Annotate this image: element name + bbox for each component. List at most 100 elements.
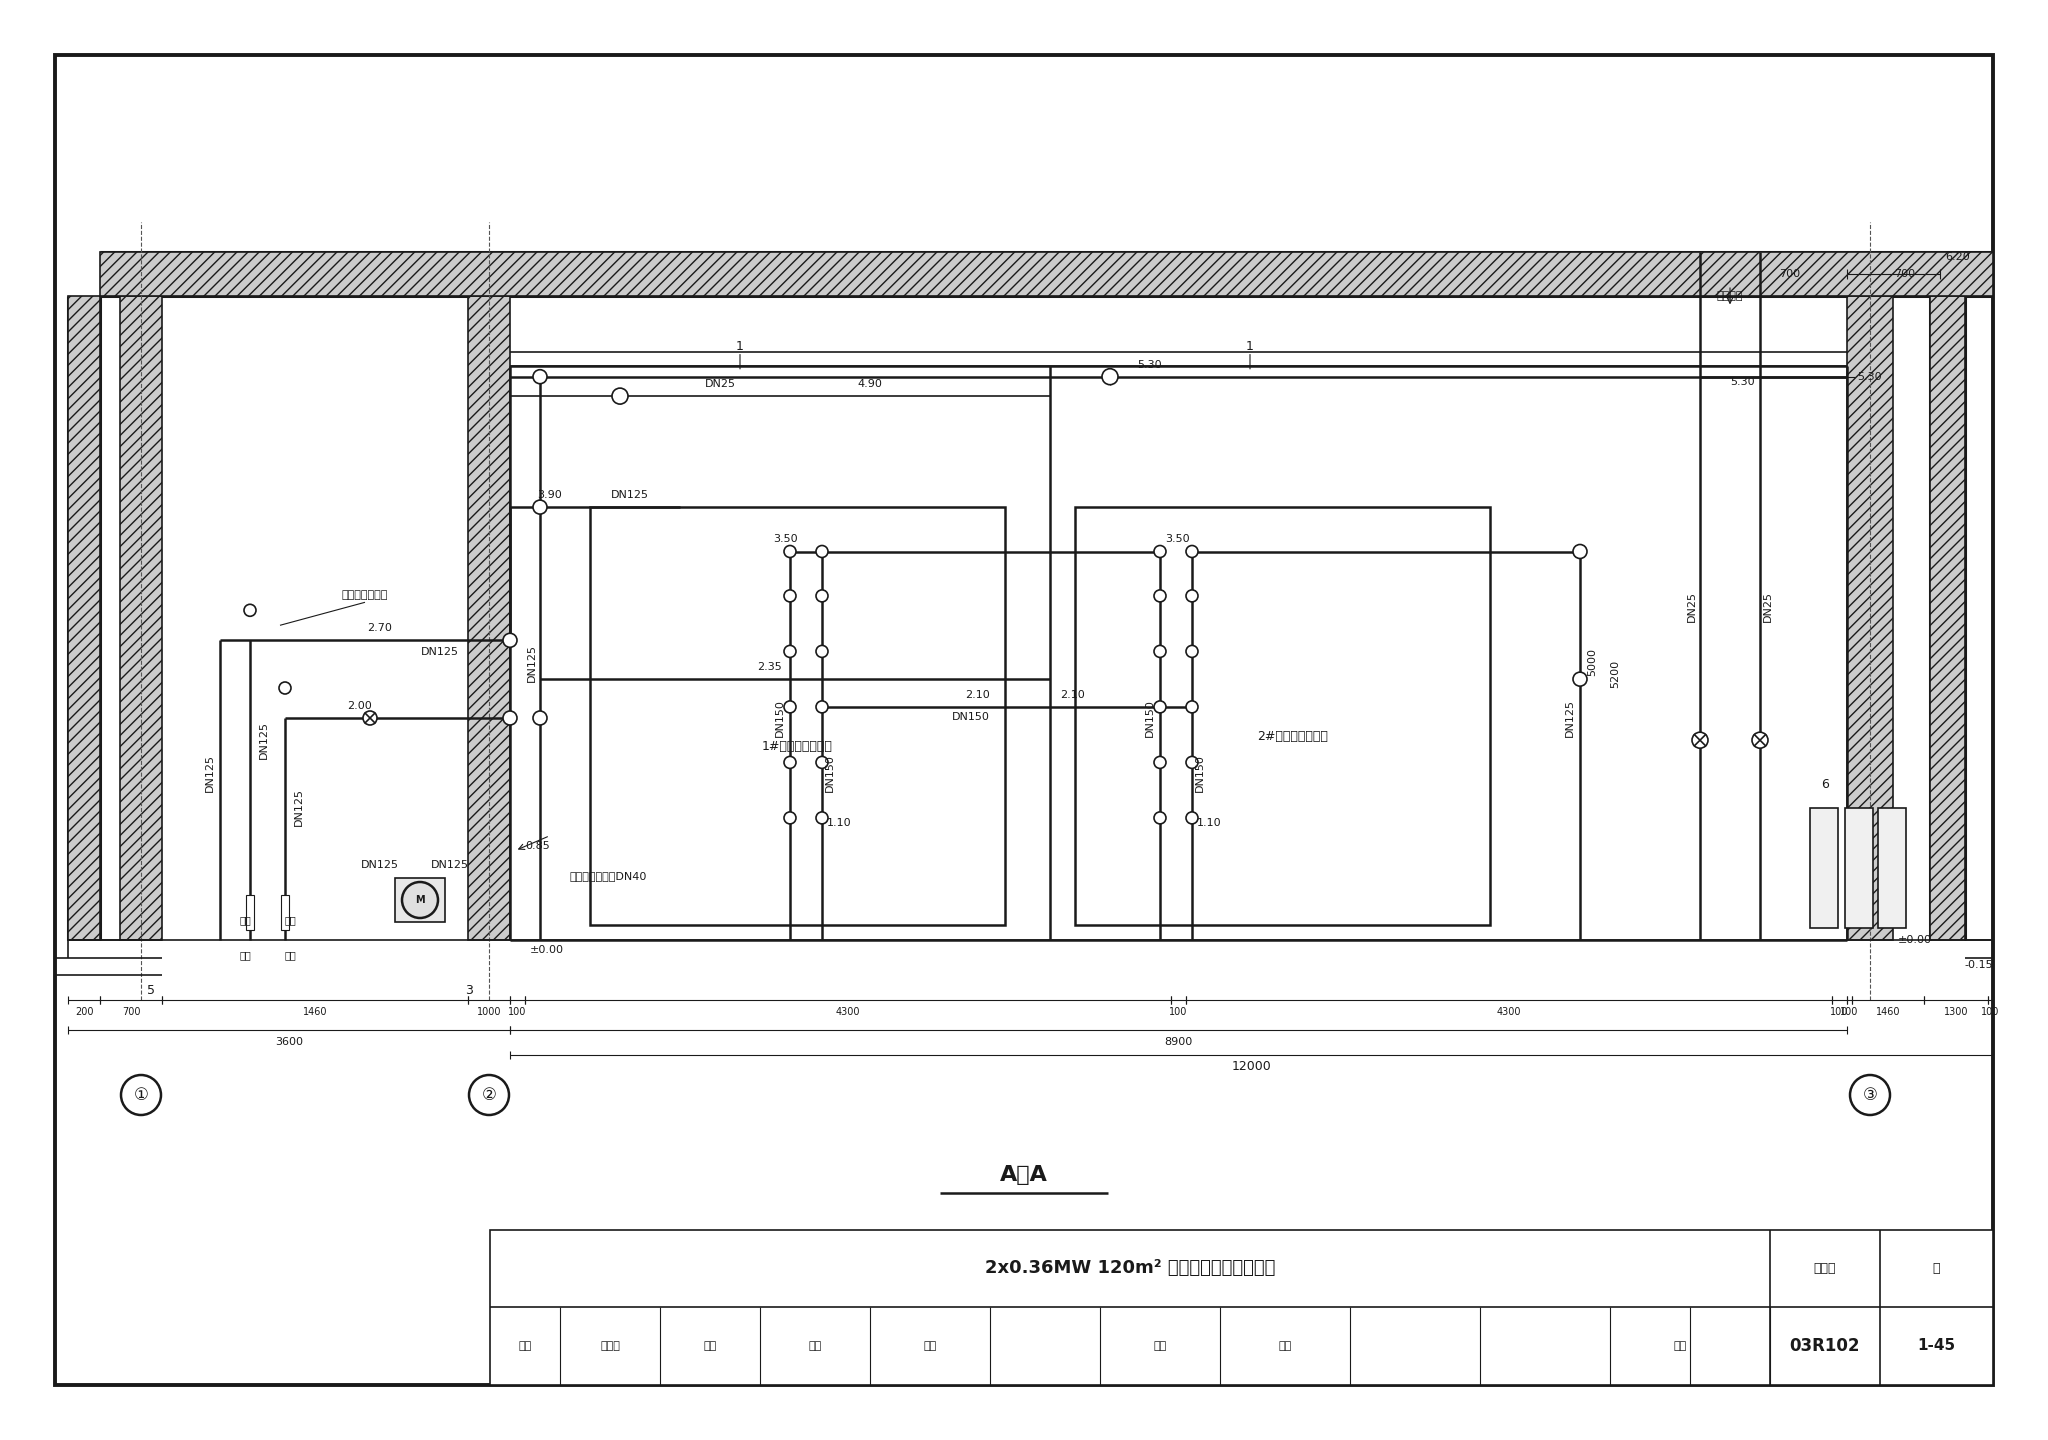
Text: 700: 700	[1894, 269, 1915, 279]
Text: 1: 1	[1245, 340, 1253, 353]
Bar	[68, 297, 100, 940]
Text: 审核: 审核	[518, 1341, 532, 1351]
Text: 校对: 校对	[809, 1341, 821, 1351]
Text: DN150: DN150	[825, 755, 836, 792]
Text: 1000: 1000	[477, 1007, 502, 1017]
Circle shape	[532, 370, 547, 383]
Circle shape	[784, 645, 797, 658]
Text: 3600: 3600	[274, 1037, 303, 1047]
Circle shape	[121, 1076, 162, 1115]
Text: 200: 200	[74, 1007, 94, 1017]
Text: 校对: 校对	[702, 1341, 717, 1351]
Circle shape	[815, 645, 827, 658]
Text: 4.90: 4.90	[858, 379, 883, 389]
Text: 3.50: 3.50	[1165, 534, 1190, 544]
Text: 由循环泵出口来: 由循环泵出口来	[342, 590, 389, 600]
Circle shape	[612, 389, 629, 405]
Text: 100: 100	[1169, 1007, 1188, 1017]
Circle shape	[815, 590, 827, 602]
Circle shape	[1751, 732, 1767, 749]
Circle shape	[532, 711, 547, 724]
Text: 装往补水泵入口DN40: 装往补水泵入口DN40	[569, 871, 647, 881]
Text: DN125: DN125	[205, 755, 215, 792]
Text: 1#电加热蓄热水箱: 1#电加热蓄热水箱	[762, 740, 834, 753]
Text: 100: 100	[1831, 1007, 1849, 1017]
Text: 余玁: 余玁	[1278, 1341, 1292, 1351]
Circle shape	[1692, 732, 1708, 749]
Circle shape	[279, 683, 291, 694]
Text: 李日华: 李日华	[600, 1341, 621, 1351]
Text: M: M	[416, 896, 424, 904]
Circle shape	[784, 590, 797, 602]
Text: DN125: DN125	[526, 644, 537, 681]
Circle shape	[1186, 812, 1198, 824]
Circle shape	[1102, 369, 1118, 384]
Text: 3.90: 3.90	[539, 490, 563, 500]
Text: DN25: DN25	[1688, 592, 1698, 622]
Bar	[1810, 808, 1837, 927]
Text: 设计: 设计	[1153, 1341, 1167, 1351]
Bar	[246, 896, 254, 930]
Ellipse shape	[1878, 920, 1907, 936]
Bar	[395, 878, 444, 922]
Text: 1.10: 1.10	[1196, 818, 1221, 828]
Circle shape	[784, 701, 797, 713]
Text: 4300: 4300	[1497, 1007, 1522, 1017]
Text: DN150: DN150	[1145, 698, 1155, 737]
Text: 2.00: 2.00	[348, 701, 373, 711]
Circle shape	[815, 546, 827, 557]
Text: DN125: DN125	[360, 860, 399, 870]
Text: 5200: 5200	[1610, 660, 1620, 688]
Text: 2.10: 2.10	[1061, 690, 1085, 700]
Text: 冷出: 冷出	[240, 950, 250, 960]
Text: DN125: DN125	[610, 490, 649, 500]
Text: ①: ①	[133, 1086, 147, 1104]
Text: DN150: DN150	[774, 698, 784, 737]
Circle shape	[1573, 544, 1587, 559]
Text: 2.10: 2.10	[965, 690, 989, 700]
Circle shape	[1153, 812, 1165, 824]
Text: 4300: 4300	[836, 1007, 860, 1017]
Text: DN125: DN125	[422, 648, 459, 657]
Text: ±0.00: ±0.00	[1898, 935, 1931, 945]
Text: 700: 700	[121, 1007, 139, 1017]
Text: 热入: 热入	[285, 950, 295, 960]
Text: 2x0.36MW 120m² 蓄热式电锅炉房剪面图: 2x0.36MW 120m² 蓄热式电锅炉房剪面图	[985, 1260, 1276, 1277]
Circle shape	[469, 1076, 510, 1115]
Text: 3.50: 3.50	[774, 534, 799, 544]
Text: 5: 5	[147, 984, 156, 996]
Text: 0.85: 0.85	[524, 841, 549, 851]
Ellipse shape	[1845, 801, 1874, 816]
Bar	[100, 252, 1993, 297]
Text: 100: 100	[1980, 1007, 1999, 1017]
Text: 5000: 5000	[1587, 648, 1597, 677]
Text: 6: 6	[1821, 778, 1829, 791]
Ellipse shape	[1845, 920, 1874, 936]
Circle shape	[1849, 1076, 1890, 1115]
Circle shape	[1153, 590, 1165, 602]
Text: 页: 页	[1933, 1261, 1939, 1274]
Bar	[1075, 507, 1491, 924]
Text: 6.20: 6.20	[1946, 252, 1970, 262]
Text: 3: 3	[465, 984, 473, 996]
Ellipse shape	[1878, 801, 1907, 816]
Bar	[121, 297, 162, 940]
Text: 热出: 热出	[285, 914, 295, 924]
Circle shape	[1153, 701, 1165, 713]
Circle shape	[1186, 645, 1198, 658]
Text: 03R102: 03R102	[1790, 1336, 1860, 1355]
Circle shape	[784, 812, 797, 824]
Circle shape	[784, 756, 797, 769]
Circle shape	[532, 500, 547, 514]
Circle shape	[401, 881, 438, 919]
Text: DN125: DN125	[1565, 698, 1575, 737]
Circle shape	[1186, 756, 1198, 769]
Text: 绘图: 绘图	[1673, 1341, 1688, 1351]
Text: 那佳: 那佳	[924, 1341, 936, 1351]
Text: ③: ③	[1862, 1086, 1878, 1104]
Ellipse shape	[1810, 920, 1837, 936]
Bar	[590, 507, 1006, 924]
Text: 5.30: 5.30	[1858, 372, 1882, 382]
Text: 2#电加热蓄热水箱: 2#电加热蓄热水箱	[1257, 730, 1327, 743]
Text: 100: 100	[1841, 1007, 1860, 1017]
